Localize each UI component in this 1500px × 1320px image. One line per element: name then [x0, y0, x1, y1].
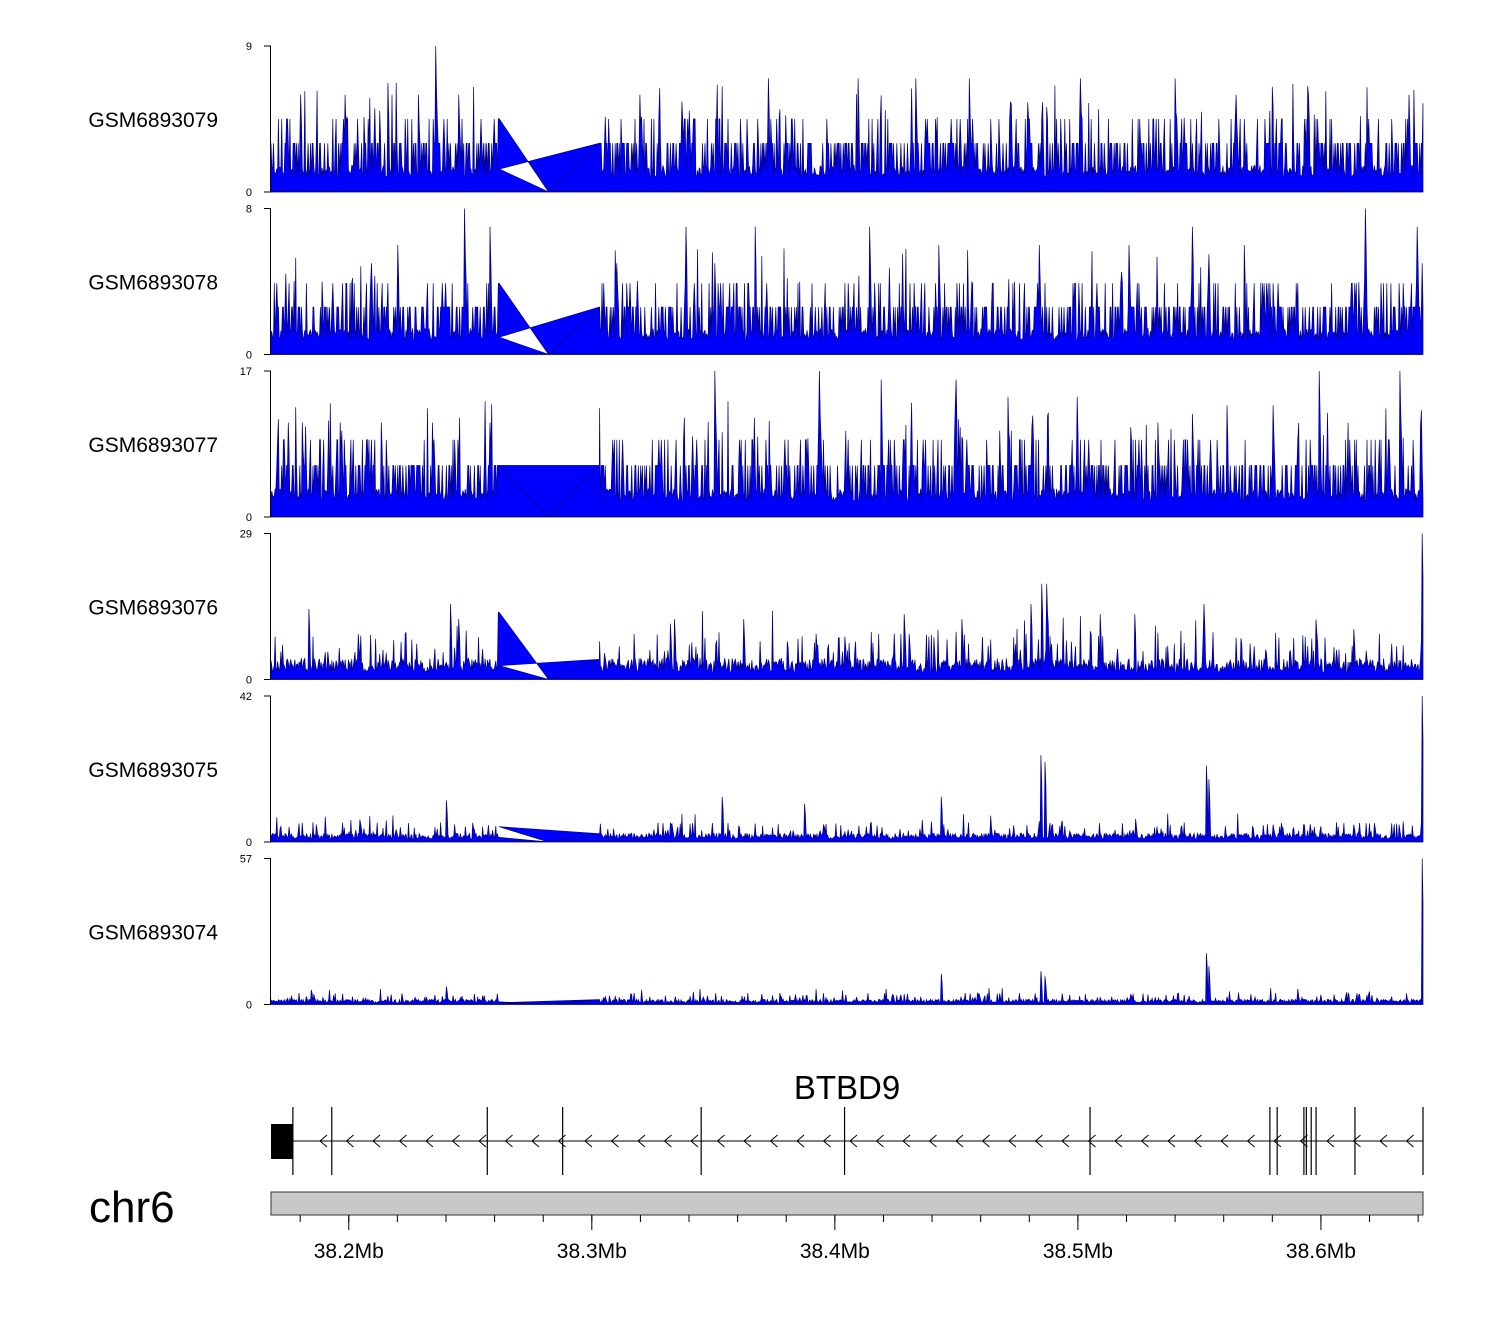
strand-arrow: [531, 1134, 540, 1148]
strand-arrow: [1273, 1134, 1282, 1148]
strand-arrow: [822, 1134, 831, 1148]
strand-arrow: [902, 1134, 911, 1148]
track-label: GSM6893074: [88, 922, 218, 945]
y-tick-label-max: 29: [240, 529, 252, 541]
coverage-area: [270, 45, 1424, 193]
strand-arrow: [1299, 1134, 1308, 1148]
gene-track: BTBD9: [271, 1069, 1424, 1175]
strand-arrow: [319, 1134, 328, 1148]
strand-arrow: [1008, 1134, 1017, 1148]
track-label: GSM6893075: [88, 759, 218, 782]
track-GSM6893079: GSM6893079 9 0: [88, 41, 1424, 199]
gene-label: BTBD9: [794, 1069, 900, 1106]
strand-arrow: [372, 1134, 381, 1148]
strand-arrow: [1220, 1134, 1229, 1148]
strand-arrow: [1352, 1134, 1361, 1148]
track-GSM6893076: GSM6893076 29 0: [88, 529, 1424, 687]
strand-arrow: [796, 1134, 805, 1148]
genome-axis: chr6 38.2Mb 38.3Mb 38.4Mb 38.5Mb 38.6Mb: [89, 1183, 1424, 1263]
strand-arrow: [1193, 1134, 1202, 1148]
y-tick-label-min: 0: [246, 187, 252, 199]
coverage-area: [270, 208, 1424, 356]
strand-arrow: [584, 1134, 593, 1148]
axis-tick-label: 38.5Mb: [1043, 1240, 1113, 1263]
track-label: GSM6893078: [88, 272, 218, 295]
strand-arrow: [557, 1134, 566, 1148]
strand-arrow: [398, 1134, 407, 1148]
y-tick-label-min: 0: [246, 1000, 252, 1012]
axis-tick-label: 38.3Mb: [557, 1240, 627, 1263]
strand-arrow: [1167, 1134, 1176, 1148]
track-GSM6893075: GSM6893075 42 0: [88, 691, 1424, 849]
y-tick-label-max: 17: [240, 366, 252, 378]
y-tick-label-max: 42: [240, 691, 252, 703]
track-GSM6893077: GSM6893077 17 0: [88, 366, 1424, 524]
strand-arrow: [425, 1134, 434, 1148]
strand-arrow: [1140, 1134, 1149, 1148]
strand-arrow: [610, 1134, 619, 1148]
strand-arrow: [1061, 1134, 1070, 1148]
axis-tick-label: 38.6Mb: [1286, 1240, 1356, 1263]
track-label: GSM6893079: [88, 109, 218, 132]
strand-arrow: [1326, 1134, 1335, 1148]
chromosome-label: chr6: [89, 1183, 175, 1232]
coverage-tracks: GSM689307990GSM689307880GSM6893077170GSM…: [88, 41, 1424, 1012]
y-tick-label-max: 57: [240, 854, 252, 866]
track-label: GSM6893077: [88, 434, 218, 457]
strand-arrow: [928, 1134, 937, 1148]
strand-arrow: [690, 1134, 699, 1148]
strand-arrow: [1034, 1134, 1043, 1148]
strand-arrow: [345, 1134, 354, 1148]
strand-arrow: [663, 1134, 672, 1148]
strand-arrow: [451, 1134, 460, 1148]
coverage-area: [270, 370, 1424, 518]
coverage-area: [270, 533, 1424, 680]
strand-arrow: [1114, 1134, 1123, 1148]
axis-tick-label: 38.2Mb: [314, 1240, 384, 1263]
strand-arrow: [504, 1134, 513, 1148]
strand-arrow: [849, 1134, 858, 1148]
strand-arrow: [1405, 1134, 1414, 1148]
strand-arrow: [955, 1134, 964, 1148]
strand-arrow: [637, 1134, 646, 1148]
chromosome-bar: [270, 1191, 1424, 1216]
strand-arrow: [1087, 1134, 1096, 1148]
gene-utr-block: [271, 1124, 293, 1159]
strand-arrow: [743, 1134, 752, 1148]
strand-arrow: [716, 1134, 725, 1148]
track-GSM6893074: GSM6893074 57 0: [88, 854, 1424, 1012]
y-tick-label-min: 0: [246, 837, 252, 849]
track-label: GSM6893076: [88, 597, 218, 620]
axis-tick-label: 38.4Mb: [800, 1240, 870, 1263]
track-GSM6893078: GSM6893078 8 0: [88, 204, 1424, 362]
y-tick-label-min: 0: [246, 350, 252, 362]
strand-arrow: [981, 1134, 990, 1148]
strand-arrow: [1379, 1134, 1388, 1148]
y-tick-label-min: 0: [246, 512, 252, 524]
coverage-area: [270, 695, 1424, 843]
strand-arrow: [1246, 1134, 1255, 1148]
y-tick-label-max: 9: [246, 41, 252, 53]
y-tick-label-min: 0: [246, 675, 252, 687]
strand-arrow: [478, 1134, 487, 1148]
strand-arrow: [769, 1134, 778, 1148]
strand-arrow: [875, 1134, 884, 1148]
y-tick-label-max: 8: [246, 204, 252, 216]
coverage-area: [270, 858, 1424, 1005]
